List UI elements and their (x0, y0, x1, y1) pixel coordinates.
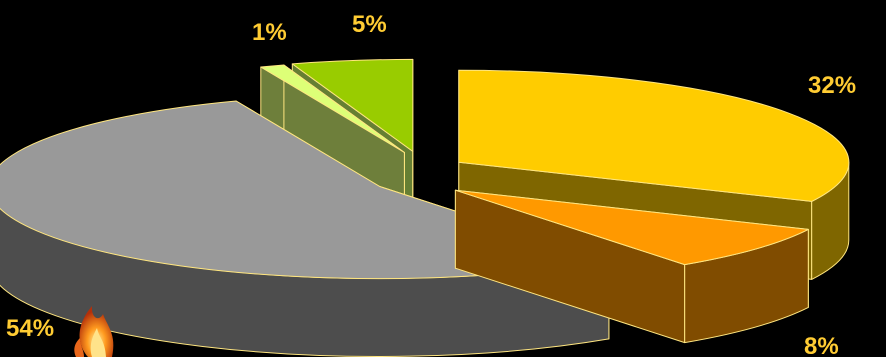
slice-top-8 (454, 189, 809, 266)
pie-slice-8 (454, 189, 809, 344)
pie-slices (0, 58, 850, 357)
slice-top-5 (291, 58, 414, 152)
slice-top-1 (260, 64, 405, 153)
slice-label-32: 32% (808, 72, 856, 99)
slice-label-1: 1% (252, 19, 287, 46)
flame-icon (74, 306, 114, 357)
slice-top-32 (458, 69, 850, 202)
slice-label-8: 8% (804, 333, 839, 357)
slice-label-5: 5% (352, 11, 387, 38)
slice-label-54: 54% (6, 315, 54, 342)
pie-labels: 32% 8% 54% 1% 5% (6, 11, 856, 357)
